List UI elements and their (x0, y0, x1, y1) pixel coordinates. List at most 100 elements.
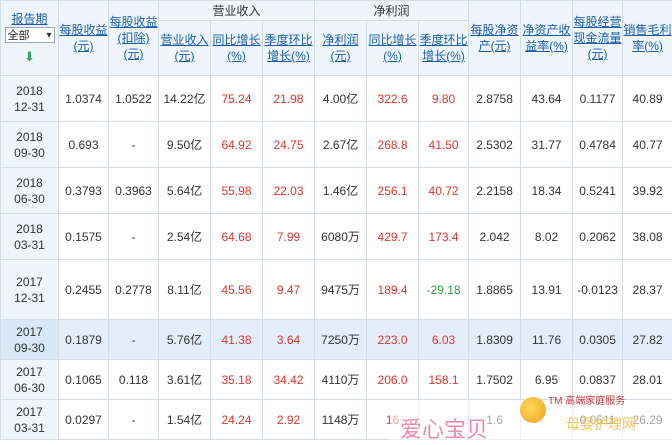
navps-cell: 2.042 (468, 213, 522, 260)
table-row: 2018 03-31 0.1575-2.54亿 64.68 7.99 6080万 429.7… (0, 213, 672, 260)
gross-margin-header[interactable]: 销售毛利率(%) (623, 23, 672, 53)
rev-qoq-cell: 21.98 (261, 75, 316, 122)
watermark-sub: 母婴护理网 (566, 416, 636, 432)
revenue-cell: 2.54亿 (158, 213, 211, 260)
report-month-day: 03-31 (14, 420, 45, 435)
report-date-cell: 2017 09-30 (0, 319, 59, 360)
table-row: 2018 06-30 0.3793 0.3963 5.64亿 55.98 22.03 1.46… (0, 167, 672, 214)
report-year: 2018 (16, 221, 43, 236)
revenue-cell: 5.64亿 (158, 167, 211, 214)
table-row: 2018 09-30 0.693-9.50亿 64.92 24.75 2.67亿 268.8… (0, 121, 672, 168)
np-qoq-cell: 9.80 (418, 75, 470, 122)
np-qoq-cell: 173.4 (418, 213, 470, 260)
navps-cell: 2.5302 (468, 121, 522, 168)
report-date-cell: 2017 06-30 (0, 359, 59, 400)
ocfps-header[interactable]: 每股经营现金流量(元) (573, 15, 622, 61)
revenue-cell: 9.50亿 (158, 121, 211, 168)
navps-cell: 1.8309 (468, 319, 522, 360)
roe-cell: 43.64 (520, 75, 574, 122)
net-profit-cell: 6080万 (314, 213, 368, 260)
report-month-day: 09-30 (14, 340, 45, 355)
ocfps-cell: 0.2062 (572, 213, 624, 260)
net-profit-header[interactable]: 净利润(元) (322, 33, 359, 63)
np-qoq-cell: 41.50 (418, 121, 470, 168)
roe-cell: 6.95 (520, 359, 574, 400)
roe-cell: 31.77 (520, 121, 574, 168)
np-yoy-cell: 322.6 (366, 75, 420, 122)
navps-header[interactable]: 每股净资产(元) (470, 23, 519, 53)
eps-cell: 1.0374 (58, 75, 109, 122)
report-year: 2018 (16, 129, 43, 144)
eps-cell: 0.0297 (58, 399, 109, 440)
navps-cell: 1.8865 (468, 259, 522, 320)
eps-deducted-cell: - (108, 213, 159, 260)
eps-cell: 0.1879 (58, 319, 109, 360)
rev-yoy-header[interactable]: 同比增长(%) (212, 33, 261, 63)
revenue-header[interactable]: 营业收入(元) (160, 33, 209, 63)
report-date-cell: 2018 03-31 (0, 213, 59, 260)
report-year: 2017 (16, 404, 43, 419)
sort-down-icon[interactable]: ⬇ (24, 49, 35, 64)
report-date-cell: 2018 06-30 (0, 167, 59, 214)
net-profit-cell: 1148万 (314, 399, 368, 440)
rev-qoq-cell: 7.99 (261, 213, 316, 260)
revenue-cell: 14.22亿 (158, 75, 211, 122)
net-profit-group-header: 净利润 (314, 0, 470, 21)
gross-margin-cell: 28.01 (622, 359, 672, 400)
gross-margin-cell: 28.37 (622, 259, 672, 320)
gross-margin-cell: 40.77 (622, 121, 672, 168)
report-date-cell: 2017 12-31 (0, 259, 59, 320)
net-profit-cell: 4.00亿 (314, 75, 368, 122)
report-year: 2017 (16, 364, 43, 379)
np-qoq-cell: 6.03 (418, 319, 470, 360)
eps-cell: 0.3793 (58, 167, 109, 214)
rev-yoy-cell: 41.38 (210, 319, 263, 360)
report-month-day: 12-31 (14, 99, 45, 114)
table-row: 2018 12-31 1.0374 1.0522 14.22亿 75.24 21.98 4.0… (0, 75, 672, 122)
rev-qoq-cell: 3.64 (261, 319, 316, 360)
table-row: 2017 09-30 0.1879-5.76亿 41.38 3.64 7250万 223.0… (0, 319, 672, 360)
report-year: 2018 (16, 175, 43, 190)
roe-header[interactable]: 净资产收益率(%) (522, 23, 571, 53)
report-period-link[interactable]: 报告期 (11, 12, 48, 26)
report-date-cell: 2018 12-31 (0, 75, 59, 122)
rev-qoq-cell: 9.47 (261, 259, 316, 320)
ocfps-cell: -0.0123 (572, 259, 624, 320)
rev-yoy-cell: 64.68 (210, 213, 263, 260)
eps-deducted-cell: - (108, 121, 159, 168)
revenue-cell: 5.76亿 (158, 319, 211, 360)
period-select[interactable]: 全部 (4, 27, 55, 44)
np-qoq-header[interactable]: 季度环比增长(%) (419, 33, 468, 63)
np-yoy-cell: 206.0 (366, 359, 420, 400)
np-yoy-cell: 223.0 (366, 319, 420, 360)
eps-deducted-cell: 1.0522 (108, 75, 159, 122)
report-year: 2017 (16, 324, 43, 339)
ocfps-cell: 0.0305 (572, 319, 624, 360)
eps-header[interactable]: 每股收益(元) (59, 23, 108, 53)
roe-cell: 8.02 (520, 213, 574, 260)
navps-cell: 2.2158 (468, 167, 522, 214)
rev-qoq-cell: 22.03 (261, 167, 316, 214)
report-year: 2018 (16, 83, 43, 98)
roe-cell: 11.76 (520, 319, 574, 360)
watermark-title: 爱心宝贝 (400, 418, 489, 443)
rev-yoy-cell: 24.24 (210, 399, 263, 440)
revenue-cell: 1.54亿 (158, 399, 211, 440)
eps-cell: 0.1575 (58, 213, 109, 260)
report-month-day: 03-31 (14, 237, 45, 252)
rev-qoq-cell: 2.92 (261, 399, 316, 440)
rev-qoq-header[interactable]: 季度环比增长(%) (264, 33, 313, 63)
report-year: 2017 (16, 274, 43, 289)
rev-yoy-cell: 35.18 (210, 359, 263, 400)
rev-yoy-cell: 45.56 (210, 259, 263, 320)
np-yoy-cell: 256.1 (366, 167, 420, 214)
rev-yoy-cell: 75.24 (210, 75, 263, 122)
net-profit-cell: 4110万 (314, 359, 368, 400)
revenue-group-header: 营业收入 (157, 0, 316, 21)
eps-deducted-header[interactable]: 每股收益(扣除)(元) (109, 15, 158, 61)
report-date-cell: 2017 03-31 (0, 399, 59, 440)
np-yoy-cell: 268.8 (366, 121, 420, 168)
np-yoy-header[interactable]: 同比增长(%) (368, 33, 417, 63)
navps-cell: 1.7502 (468, 359, 522, 400)
